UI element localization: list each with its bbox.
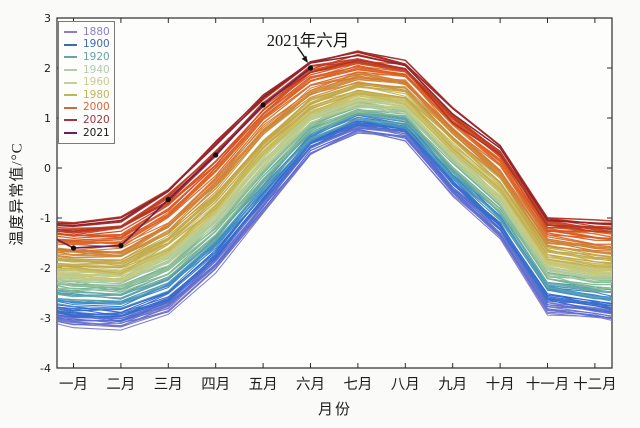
year-line-2020 xyxy=(56,54,613,227)
y-axis-label: 温度异常值/°C xyxy=(9,142,26,246)
data-lines xyxy=(56,50,613,331)
year-line-1944 xyxy=(56,99,613,278)
legend-label-1880: 1880 xyxy=(83,25,110,38)
y-tick-label: -1 xyxy=(40,212,51,225)
legend-entry-1920: 1920 xyxy=(64,51,110,64)
y-tick-label: -3 xyxy=(40,312,51,325)
legend-swatch-2000 xyxy=(64,106,77,109)
x-tick-label: 七月 xyxy=(343,376,372,393)
data-point-2021-4 xyxy=(260,102,266,108)
legend-entry-2000: 2000 xyxy=(64,102,110,115)
legend-swatch-1920 xyxy=(64,56,77,59)
legend-swatch-2020 xyxy=(64,119,77,122)
year-line-2017 xyxy=(56,59,613,232)
year-line-1925 xyxy=(56,113,613,297)
year-line-1930 xyxy=(56,109,613,291)
year-line-1990 xyxy=(56,82,613,258)
year-line-1974 xyxy=(56,92,613,269)
legend-entry-1940: 1940 xyxy=(64,64,110,77)
year-line-1907 xyxy=(56,123,613,317)
x-axis-label: 月份 xyxy=(317,402,352,418)
x-tick-label: 六月 xyxy=(296,376,325,393)
legend-entry-2021: 2021 xyxy=(64,127,110,140)
x-tick-label: 二月 xyxy=(106,377,135,393)
year-line-2004 xyxy=(56,69,613,243)
legend-swatch-1900 xyxy=(64,43,77,46)
legend-label-2000: 2000 xyxy=(83,101,110,114)
x-tick-label: 五月 xyxy=(249,377,278,393)
x-tick-label: 十一月 xyxy=(526,376,570,393)
legend-entry-1900: 1900 xyxy=(64,39,110,52)
year-line-1994 xyxy=(56,74,613,252)
y-tick-label: 2 xyxy=(44,62,51,75)
year-line-1967 xyxy=(56,92,613,272)
x-tick-label: 八月 xyxy=(391,377,420,393)
legend-label-1920: 1920 xyxy=(83,50,110,63)
data-point-2021-0 xyxy=(70,245,77,251)
year-line-1892 xyxy=(56,127,613,322)
legend-label-1960: 1960 xyxy=(83,76,110,89)
legend-entry-1960: 1960 xyxy=(64,76,110,89)
data-point-2021-3 xyxy=(213,152,219,158)
annotation-arrowhead xyxy=(301,55,308,63)
x-tick-label: 十月 xyxy=(486,376,515,393)
legend-label-1980: 1980 xyxy=(83,88,110,101)
legend-entry-1980: 1980 xyxy=(64,89,110,102)
year-line-1934 xyxy=(56,110,613,288)
legend-swatch-1940 xyxy=(64,69,77,72)
data-point-2021-2 xyxy=(165,196,171,203)
y-tick-label: -4 xyxy=(40,362,51,375)
legend-label-2020: 2020 xyxy=(83,113,110,126)
year-line-2014 xyxy=(56,58,613,234)
legend-entry-1880: 1880 xyxy=(64,26,110,39)
x-tick-label: 三月 xyxy=(154,377,183,393)
legend-label-1900: 1900 xyxy=(83,38,110,51)
y-tick-label: 3 xyxy=(44,12,51,25)
series-2021-markers xyxy=(70,65,314,251)
year-line-1891 xyxy=(56,128,613,326)
legend-swatch-1880 xyxy=(64,31,77,34)
year-line-1979 xyxy=(56,89,613,268)
y-tick-label: 1 xyxy=(44,112,51,125)
y-tick-label: 0 xyxy=(44,162,51,175)
x-tick-label: 四月 xyxy=(201,377,230,393)
year-line-1957 xyxy=(56,100,613,283)
legend: 1880 1900 1920 1940 1960 1980 2000 2020 2021 xyxy=(58,21,115,145)
x-tick-label: 九月 xyxy=(438,376,467,393)
year-line-1981 xyxy=(56,85,613,263)
year-line-1894 xyxy=(56,129,613,323)
legend-label-2021: 2021 xyxy=(83,126,110,139)
year-line-1922 xyxy=(56,118,613,305)
legend-swatch-2021 xyxy=(64,132,77,135)
year-line-1915 xyxy=(56,118,613,309)
year-line-2008 xyxy=(56,61,613,238)
legend-entry-2020: 2020 xyxy=(64,114,110,127)
legend-swatch-1960 xyxy=(64,81,77,84)
data-point-2021-1 xyxy=(118,242,124,249)
annotation-2021-june: 2021年六月 xyxy=(266,31,350,50)
legend-swatch-1980 xyxy=(64,94,77,97)
x-tick-label: 一月 xyxy=(59,377,88,393)
data-point-2021-5 xyxy=(307,65,314,71)
x-tick-label: 十二月 xyxy=(573,376,617,393)
legend-label-1940: 1940 xyxy=(83,63,110,76)
y-tick-label: -2 xyxy=(40,262,51,275)
year-line-1996 xyxy=(56,77,613,254)
